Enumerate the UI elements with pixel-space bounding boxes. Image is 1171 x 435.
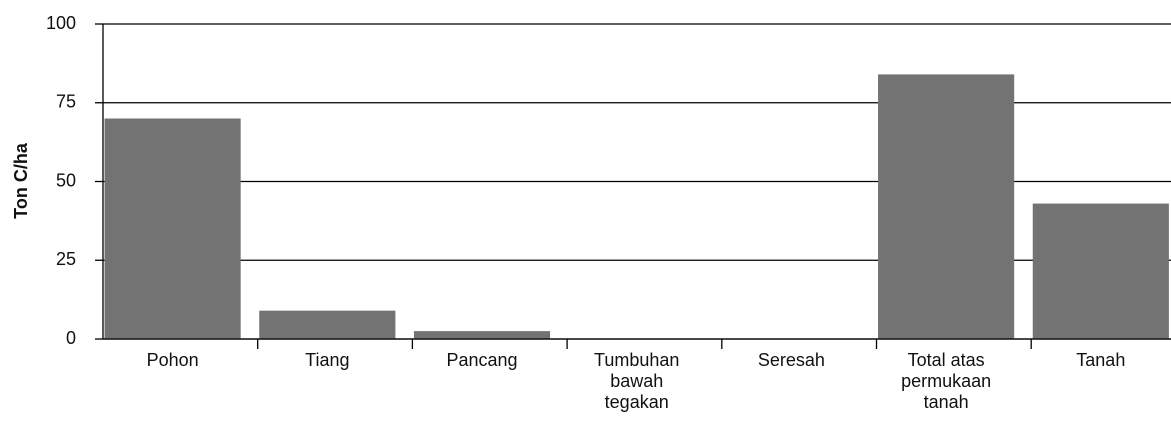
x-tick-label: Tanah bbox=[1076, 350, 1125, 370]
y-tick-label: 0 bbox=[66, 328, 76, 348]
bar bbox=[104, 118, 241, 339]
y-tick-label: 100 bbox=[46, 13, 76, 33]
bar bbox=[1032, 203, 1169, 339]
y-tick-label: 50 bbox=[56, 170, 76, 190]
x-tick-label: Pancang bbox=[446, 350, 517, 370]
x-tick-label: Tumbuhan bawah tegakan bbox=[594, 350, 679, 412]
bar bbox=[413, 331, 551, 339]
y-axis-label: Ton C/ha bbox=[11, 142, 31, 219]
x-tick-label: Total atas permukaan tanah bbox=[901, 350, 991, 412]
bar bbox=[259, 310, 396, 339]
bar bbox=[878, 74, 1015, 340]
y-tick-label: 25 bbox=[56, 249, 76, 269]
x-tick-label: Tiang bbox=[305, 350, 349, 370]
x-tick-label: Seresah bbox=[758, 350, 825, 370]
y-tick-label: 75 bbox=[56, 92, 76, 112]
x-tick-label: Pohon bbox=[147, 350, 199, 370]
